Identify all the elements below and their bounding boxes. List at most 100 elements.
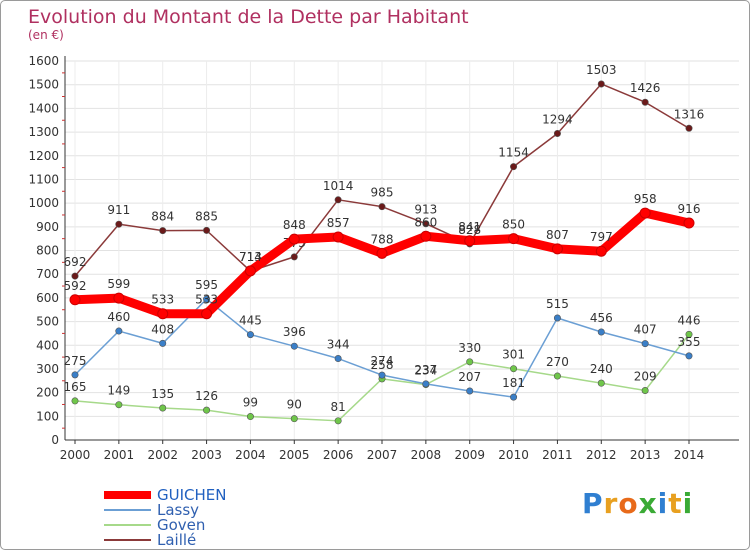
data-point bbox=[510, 365, 518, 373]
data-label: 1154 bbox=[498, 146, 529, 160]
logo-letter: x bbox=[638, 487, 658, 520]
data-label: 850 bbox=[502, 218, 525, 232]
data-label: 788 bbox=[371, 232, 394, 246]
data-label: 841 bbox=[458, 220, 481, 234]
y-tick-label: 200 bbox=[36, 386, 59, 400]
chart-subtitle: (en €) bbox=[28, 28, 64, 42]
data-point bbox=[115, 401, 123, 409]
y-tick-label: 400 bbox=[36, 338, 59, 352]
x-tick-label: 2000 bbox=[60, 448, 91, 462]
series-guichen: 592 599 533 533 714 848 857 788 860 841 850 807 797 9… bbox=[64, 192, 701, 320]
data-point bbox=[510, 393, 518, 401]
x-tick-label: 2002 bbox=[147, 448, 178, 462]
data-point bbox=[332, 231, 344, 243]
data-point bbox=[115, 327, 123, 335]
data-label: 396 bbox=[283, 325, 306, 339]
data-label: 135 bbox=[151, 387, 174, 401]
data-point bbox=[553, 314, 561, 322]
logo-letter: i bbox=[657, 487, 669, 520]
data-label: 828 bbox=[458, 223, 481, 237]
data-label: 1014 bbox=[323, 179, 354, 193]
legend-label: Lassy bbox=[157, 501, 199, 519]
data-point bbox=[334, 355, 342, 363]
data-point bbox=[466, 387, 474, 395]
data-point bbox=[71, 272, 79, 280]
x-tick-label: 2004 bbox=[235, 448, 266, 462]
y-tick-label: 500 bbox=[36, 315, 59, 329]
data-label: 885 bbox=[195, 209, 218, 223]
data-point bbox=[71, 397, 79, 405]
data-label: 301 bbox=[502, 348, 525, 362]
data-point bbox=[71, 371, 79, 379]
data-label: 234 bbox=[414, 364, 437, 378]
y-tick-label: 1200 bbox=[28, 149, 59, 163]
data-label: 714 bbox=[239, 250, 262, 264]
data-point bbox=[683, 217, 695, 229]
logo-letter: P bbox=[582, 487, 604, 520]
data-label: 355 bbox=[678, 335, 701, 349]
data-point bbox=[641, 386, 649, 394]
data-label: 446 bbox=[678, 313, 701, 327]
data-label: 209 bbox=[634, 369, 657, 383]
data-point bbox=[288, 233, 300, 245]
x-tick-label: 2010 bbox=[498, 448, 529, 462]
data-label: 958 bbox=[634, 192, 657, 206]
data-point bbox=[290, 342, 298, 350]
logo-letter: t bbox=[668, 487, 683, 520]
data-point bbox=[69, 294, 81, 306]
x-tick-label: 2012 bbox=[586, 448, 617, 462]
data-point bbox=[466, 358, 474, 366]
x-tick-label: 2013 bbox=[630, 448, 661, 462]
data-label: 407 bbox=[634, 323, 657, 337]
logo-letter: o bbox=[618, 487, 639, 520]
data-label: 807 bbox=[546, 228, 569, 242]
chart-title: Evolution du Montant de la Dette par Hab… bbox=[28, 6, 469, 28]
data-point bbox=[595, 245, 607, 257]
data-label: 99 bbox=[243, 396, 258, 410]
data-label: 240 bbox=[590, 362, 613, 376]
data-label: 408 bbox=[151, 322, 174, 336]
data-point bbox=[159, 227, 167, 235]
y-tick-label: 1100 bbox=[28, 172, 59, 186]
x-tick-label: 2014 bbox=[674, 448, 705, 462]
data-point bbox=[203, 226, 211, 234]
x-tick-label: 2006 bbox=[323, 448, 354, 462]
data-point bbox=[508, 233, 520, 245]
data-label: 533 bbox=[195, 293, 218, 307]
data-label: 599 bbox=[107, 277, 130, 291]
y-tick-label: 1500 bbox=[28, 78, 59, 92]
logo-letter: i bbox=[682, 487, 694, 520]
y-tick-label: 900 bbox=[36, 220, 59, 234]
data-label: 592 bbox=[64, 279, 87, 293]
data-label: 848 bbox=[283, 218, 306, 232]
data-point bbox=[246, 413, 254, 421]
data-label: 916 bbox=[678, 202, 701, 216]
y-tick-label: 100 bbox=[36, 409, 59, 423]
data-label: 207 bbox=[458, 370, 481, 384]
data-point bbox=[510, 163, 518, 171]
data-label: 595 bbox=[195, 278, 218, 292]
data-label: 515 bbox=[546, 297, 569, 311]
data-label: 270 bbox=[546, 355, 569, 369]
y-tick-label: 300 bbox=[36, 362, 59, 376]
data-label: 344 bbox=[327, 338, 350, 352]
data-point bbox=[420, 230, 432, 242]
y-tick-label: 800 bbox=[36, 244, 59, 258]
data-point bbox=[551, 243, 563, 255]
data-label: 237 bbox=[414, 363, 437, 377]
data-point bbox=[378, 203, 386, 211]
data-point bbox=[464, 235, 476, 247]
data-point bbox=[641, 340, 649, 348]
data-point bbox=[639, 207, 651, 219]
data-label: 860 bbox=[414, 215, 437, 229]
data-point bbox=[246, 331, 254, 339]
y-tick-label: 1300 bbox=[28, 125, 59, 139]
data-point bbox=[422, 380, 430, 388]
data-point bbox=[376, 247, 388, 259]
data-label: 460 bbox=[107, 310, 130, 324]
data-point bbox=[334, 196, 342, 204]
legend-label: Laillé bbox=[157, 531, 196, 549]
data-label: 1316 bbox=[674, 107, 705, 121]
